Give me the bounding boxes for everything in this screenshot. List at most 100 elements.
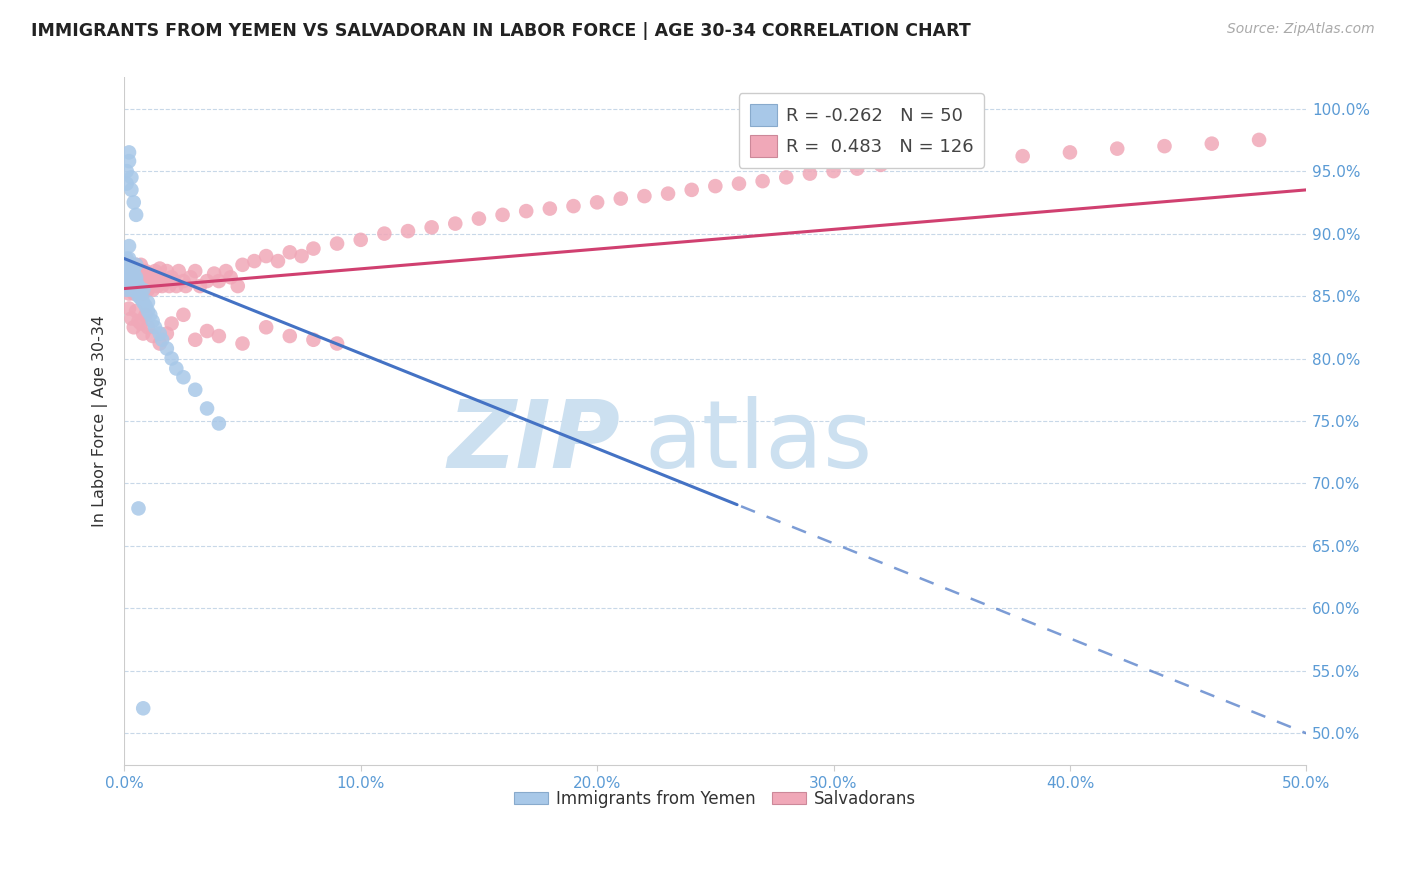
Point	[132, 270, 155, 285]
Point	[172, 308, 194, 322]
Point	[143, 274, 166, 288]
Point	[132, 279, 155, 293]
Point	[118, 239, 141, 253]
Point	[396, 224, 419, 238]
Point	[136, 267, 159, 281]
Point	[142, 270, 165, 285]
Point	[681, 183, 703, 197]
Point	[115, 177, 138, 191]
Legend: Immigrants from Yemen, Salvadorans: Immigrants from Yemen, Salvadorans	[508, 783, 922, 814]
Point	[125, 283, 148, 297]
Point	[468, 211, 491, 226]
Point	[122, 277, 145, 291]
Point	[208, 329, 231, 343]
Point	[160, 351, 183, 366]
Point	[115, 267, 138, 281]
Point	[184, 333, 207, 347]
Point	[125, 279, 148, 293]
Point	[115, 279, 138, 293]
Point	[142, 283, 165, 297]
Point	[122, 320, 145, 334]
Point	[118, 154, 141, 169]
Point	[122, 270, 145, 285]
Point	[184, 383, 207, 397]
Point	[122, 264, 145, 278]
Point	[243, 254, 266, 268]
Point	[302, 333, 325, 347]
Point	[115, 264, 138, 278]
Text: Source: ZipAtlas.com: Source: ZipAtlas.com	[1227, 22, 1375, 37]
Point	[704, 179, 727, 194]
Point	[208, 417, 231, 431]
Point	[869, 158, 891, 172]
Point	[231, 336, 253, 351]
Point	[350, 233, 373, 247]
Point	[156, 264, 179, 278]
Point	[291, 249, 314, 263]
Point	[373, 227, 395, 241]
Point	[115, 283, 138, 297]
Point	[132, 286, 155, 301]
Point	[118, 252, 141, 266]
Point	[195, 274, 218, 288]
Point	[115, 270, 138, 285]
Point	[127, 279, 149, 293]
Point	[156, 326, 179, 341]
Point	[122, 267, 145, 281]
Point	[172, 274, 194, 288]
Point	[118, 301, 141, 316]
Point	[188, 279, 211, 293]
Point	[326, 236, 349, 251]
Point	[139, 308, 162, 322]
Point	[122, 274, 145, 288]
Point	[160, 317, 183, 331]
Point	[120, 170, 142, 185]
Point	[149, 336, 172, 351]
Point	[135, 308, 157, 322]
Point	[195, 401, 218, 416]
Point	[118, 270, 141, 285]
Point	[633, 189, 655, 203]
Point	[127, 283, 149, 297]
Point	[135, 264, 157, 278]
Point	[118, 258, 141, 272]
Point	[139, 274, 162, 288]
Point	[132, 326, 155, 341]
Point	[165, 279, 187, 293]
Point	[278, 329, 301, 343]
Point	[118, 264, 141, 278]
Point	[115, 283, 138, 297]
Point	[115, 274, 138, 288]
Point	[120, 283, 142, 297]
Point	[174, 279, 197, 293]
Point	[125, 286, 148, 301]
Point	[136, 283, 159, 297]
Point	[127, 274, 149, 288]
Point	[202, 267, 225, 281]
Point	[142, 329, 165, 343]
Point	[135, 274, 157, 288]
Point	[120, 258, 142, 272]
Point	[120, 264, 142, 278]
Point	[129, 292, 152, 306]
Point	[120, 311, 142, 326]
Point	[167, 264, 190, 278]
Point	[208, 274, 231, 288]
Point	[150, 333, 173, 347]
Point	[129, 317, 152, 331]
Point	[302, 242, 325, 256]
Text: IMMIGRANTS FROM YEMEN VS SALVADORAN IN LABOR FORCE | AGE 30-34 CORRELATION CHART: IMMIGRANTS FROM YEMEN VS SALVADORAN IN L…	[31, 22, 970, 40]
Point	[136, 295, 159, 310]
Point	[125, 304, 148, 318]
Point	[122, 283, 145, 297]
Point	[149, 270, 172, 285]
Point	[125, 270, 148, 285]
Point	[125, 274, 148, 288]
Point	[657, 186, 679, 201]
Point	[157, 279, 180, 293]
Point	[254, 249, 277, 263]
Point	[120, 264, 142, 278]
Point	[799, 167, 821, 181]
Point	[254, 320, 277, 334]
Point	[150, 279, 173, 293]
